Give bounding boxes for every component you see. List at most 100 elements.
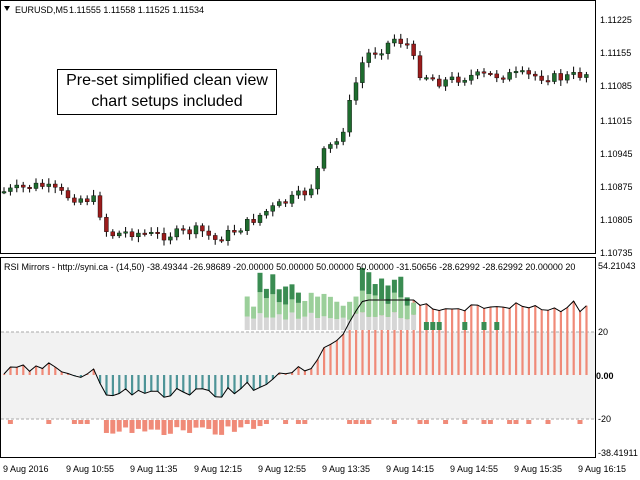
indicator-scale-label: 20	[598, 327, 608, 337]
rsi-stack-dark	[404, 297, 410, 306]
rsi-bottom-bar	[142, 420, 148, 432]
rsi-bottom-bar	[443, 420, 449, 424]
time-label: 9 Aug 11:35	[130, 464, 177, 474]
rsi-bottom-bar	[302, 420, 308, 424]
candle-body	[360, 62, 365, 83]
rsi-mirror-bar	[163, 375, 166, 398]
rsi-mirror-bar	[297, 366, 300, 375]
rsi-bottom-bar	[187, 420, 193, 433]
rsi-stack-grey	[372, 316, 378, 330]
rsi-stack-grey	[353, 313, 359, 330]
rsi-bottom-bar	[507, 420, 513, 424]
rsi-stack-grey	[263, 317, 269, 330]
rsi-mirror-bar	[348, 321, 351, 375]
rsi-bottom-bar	[129, 420, 135, 433]
rsi-mirror-bar	[323, 347, 326, 375]
rsi-stack-dark	[283, 286, 289, 305]
rsi-mirror-bar	[150, 375, 153, 392]
rsi-mirror-bar	[342, 334, 345, 375]
rsi-stack-light	[283, 304, 289, 320]
indicator-scale-label: -38.41911	[598, 448, 638, 458]
rsi-bottom-bar	[206, 420, 212, 429]
rsi-stack-dark	[385, 285, 391, 304]
rsi-mirror-bar	[47, 362, 50, 375]
rsi-mirror-bar	[214, 375, 217, 397]
candle-body	[283, 201, 288, 204]
rsi-stack-grey	[283, 319, 289, 330]
rsi-mirror-bar	[412, 300, 415, 375]
rsi-bottom-bar	[231, 420, 237, 432]
rsi-stack-dark	[494, 322, 500, 330]
rsi-stack-light	[295, 302, 301, 319]
rsi-bottom-bar	[110, 420, 116, 434]
candle-body	[392, 38, 397, 44]
candle-body	[110, 231, 116, 237]
rsi-bottom-bar	[391, 420, 397, 424]
rsi-bottom-bar	[7, 420, 13, 424]
rsi-stack-light	[372, 295, 378, 317]
rsi-stack-grey	[404, 319, 410, 330]
rsi-bottom-bar	[225, 420, 231, 427]
time-label: 9 Aug 14:15	[386, 464, 434, 474]
candle-body	[443, 79, 448, 87]
rsi-mirror-bar	[35, 365, 38, 375]
rsi-mirror-bar	[233, 375, 236, 394]
candle-body	[469, 74, 474, 81]
candle-body	[174, 228, 180, 238]
rsi-mirror-bar	[489, 307, 492, 375]
candle-body	[219, 239, 224, 242]
rsi-stack-dark	[391, 279, 397, 293]
rsi-stack-light	[315, 296, 321, 318]
rsi-mirror-bar	[547, 310, 550, 375]
rsi-mirror-bar	[355, 310, 358, 375]
rsi-stack-light	[385, 303, 391, 317]
candle-body	[571, 72, 576, 75]
rsi-mirror-bar	[508, 308, 511, 375]
rsi-mirror-bar	[175, 375, 178, 389]
rsi-stack-light	[340, 305, 346, 318]
dropdown-triangle-icon[interactable]	[4, 6, 10, 11]
rsi-bottom-bar	[238, 420, 244, 428]
candle-body	[520, 70, 525, 73]
candle-body	[373, 52, 378, 55]
rsi-mirror-bar	[476, 305, 479, 375]
rsi-stack-grey	[302, 316, 308, 330]
rsi-mirror-bar	[419, 305, 422, 375]
candle-body	[84, 198, 90, 202]
indicator-scale: 54.21043 20 0.00 -20 -38.41911	[596, 261, 638, 458]
candle-body	[72, 197, 77, 203]
candle-body	[97, 195, 103, 218]
candle-body	[27, 187, 32, 189]
rsi-stack-light	[391, 292, 397, 313]
rsi-stack-grey	[251, 318, 257, 330]
rsi-stack-dark	[436, 322, 442, 330]
rsi-stack-dark	[295, 292, 301, 303]
price-label: 1.10805	[600, 215, 633, 225]
rsi-stack-dark	[462, 322, 468, 330]
time-label: 9 Aug 12:55	[258, 464, 306, 474]
candle-body	[462, 80, 467, 83]
rsi-stack-grey	[366, 316, 372, 330]
rsi-mirror-bar	[361, 301, 364, 375]
rsi-bottom-bar	[295, 420, 301, 424]
info-box: Pre-set simplified clean view chart setu…	[57, 69, 277, 115]
candle-body	[488, 73, 493, 75]
rsi-mirror-bar	[303, 370, 306, 375]
candle-body	[142, 232, 148, 235]
candle-body	[53, 183, 58, 188]
rsi-bottom-bar	[251, 420, 257, 429]
rsi-mirror-bar	[483, 308, 486, 375]
rsi-stack-dark	[423, 322, 429, 330]
rsi-stack-grey	[391, 312, 397, 330]
rsi-mirror-bar	[540, 309, 543, 375]
rsi-bottom-bar	[219, 420, 225, 435]
rsi-stack-light	[321, 293, 327, 317]
rsi-mirror-bar	[239, 375, 242, 389]
candle-body	[328, 144, 333, 149]
candle-body	[59, 187, 64, 191]
rsi-mirror-bar	[527, 307, 530, 375]
candle-body	[584, 74, 589, 78]
rsi-mirror-bar	[399, 300, 402, 375]
